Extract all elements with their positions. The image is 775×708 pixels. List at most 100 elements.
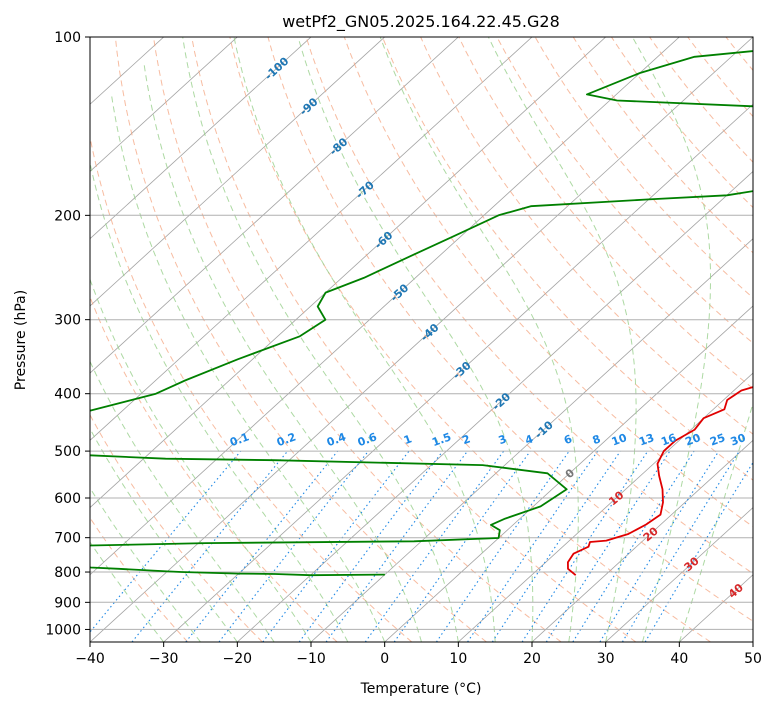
y-tick-label: 800 [54, 565, 81, 581]
mixing-ratio-line [298, 450, 444, 642]
mixing-ratio-line [90, 450, 242, 633]
isotherm-line [163, 103, 753, 642]
dry-adiabat-line [648, 37, 753, 163]
x-tick-label: −40 [75, 651, 105, 667]
isotherm-line [531, 439, 753, 642]
mixing-ratio-label: 0.2 [275, 430, 298, 449]
sounding-series [90, 50, 753, 577]
x-tick-label: −20 [223, 651, 253, 667]
mixing-ratio-line [572, 450, 695, 642]
mixing-ratio-line [262, 450, 410, 642]
isotherm-lines [90, 37, 753, 642]
mixing-ratio-label: 13 [637, 431, 656, 448]
isotherm-line [90, 37, 753, 642]
isotherm-line [90, 37, 533, 441]
y-tick-label: 1000 [45, 622, 81, 638]
mixing-ratio-label: 2 [460, 432, 472, 447]
mixing-ratio-lines [90, 450, 753, 642]
dry-adiabat-line [458, 37, 753, 390]
dry-adiabat-line [90, 295, 338, 642]
mixing-ratio-label: 0.4 [325, 430, 348, 449]
line-labels: -100-90-80-70-60-50-40-30-20-10010203040… [228, 54, 748, 600]
dry-adiabat-line [760, 32, 775, 642]
y-tick-label: 200 [54, 208, 81, 224]
moist-adiabat-line [90, 427, 238, 642]
mixing-ratio-label: 4 [523, 432, 535, 447]
isotherm-line [605, 507, 753, 642]
dry-adiabat-line [90, 134, 413, 642]
isotherm-line [90, 37, 312, 240]
dry-adiabat-line [229, 37, 711, 642]
mixing-ratio-label: 20 [683, 431, 702, 449]
mixing-ratio-label: 25 [708, 431, 727, 448]
y-tick-label: 600 [54, 491, 81, 507]
dewpoint-profile [90, 50, 753, 577]
moist-adiabat-line [182, 37, 459, 642]
isotherm-line [90, 37, 459, 374]
y-tick-label: 300 [54, 313, 81, 329]
moist-adiabat-line [90, 160, 349, 642]
dry-adiabat-line [191, 37, 637, 642]
x-axis-label: Temperature (°C) [360, 681, 482, 697]
mixing-ratio-label: 8 [591, 432, 603, 447]
dry-adiabat-line [534, 37, 753, 299]
x-tick-label: 50 [744, 651, 762, 667]
mixing-ratio-line [621, 450, 740, 642]
moist-adiabat-line [110, 94, 386, 642]
mixing-ratio-label: 6 [562, 432, 574, 447]
mixing-ratio-line [218, 450, 369, 642]
dry-adiabat-line [90, 413, 263, 642]
dry-adiabat-line [496, 37, 753, 344]
isotherm-line [90, 37, 386, 307]
mixing-ratio-line [521, 450, 649, 642]
moist-adiabat-line [90, 360, 275, 642]
y-tick-label: 100 [54, 30, 81, 46]
dry-adiabat-line [152, 37, 562, 642]
x-tick-label: 10 [449, 651, 467, 667]
isotherm-line [384, 305, 753, 642]
mixing-ratio-line [435, 450, 570, 642]
isotherm-line [679, 574, 753, 642]
dry-adiabat-line [687, 37, 753, 118]
moist-adiabat-line [233, 37, 496, 642]
x-tick-label: 0 [380, 651, 389, 667]
isotherm-line [237, 170, 753, 642]
mixing-ratio-label: 10 [610, 431, 629, 449]
x-tick-label: 40 [670, 651, 688, 667]
moist-adiabat-line [90, 487, 201, 642]
mixing-ratio-line [467, 450, 599, 642]
dry-adiabat-line [725, 37, 753, 72]
mixing-ratio-line [325, 450, 468, 642]
x-tick-label: −30 [149, 651, 179, 667]
isotherm-line [458, 372, 753, 642]
dry-adiabat-line [114, 37, 487, 642]
dry-adiabat-line [381, 37, 753, 481]
isotherm-line [90, 37, 607, 509]
moist-adiabat-line [379, 37, 579, 642]
chart-title: wetPf2_GN05.2025.164.22.45.G28 [282, 12, 560, 32]
dry-adiabat-line [343, 37, 753, 528]
y-axis-label: Pressure (hPa) [13, 290, 29, 390]
dry-adiabat-line [572, 37, 753, 254]
mixing-ratio-line [185, 450, 339, 642]
mixing-ratio-label: 1.5 [430, 430, 453, 449]
mixing-ratio-line [491, 450, 621, 642]
plot-frame [89, 36, 754, 643]
mixing-ratio-label: 0.6 [356, 430, 379, 449]
moist-adiabat-line [143, 61, 422, 642]
mixing-ratio-label: 1 [402, 432, 414, 447]
dry-adiabat-line [267, 37, 753, 622]
x-tick-label: 30 [597, 651, 615, 667]
dry-adiabat-line [305, 37, 753, 575]
dry-adiabat-line [90, 516, 189, 642]
x-tick-label: −10 [296, 651, 326, 667]
x-axis-ticks: −40 −30 −20 −10 0 10 20 30 40 50 [75, 642, 762, 667]
mixing-ratio-label: 30 [729, 431, 748, 449]
isotherm-line [90, 37, 680, 576]
moist-adiabat-line [678, 401, 753, 642]
y-tick-label: 500 [54, 444, 81, 460]
moist-adiabat-line [631, 37, 711, 642]
dry-adiabat-lines [90, 32, 775, 642]
